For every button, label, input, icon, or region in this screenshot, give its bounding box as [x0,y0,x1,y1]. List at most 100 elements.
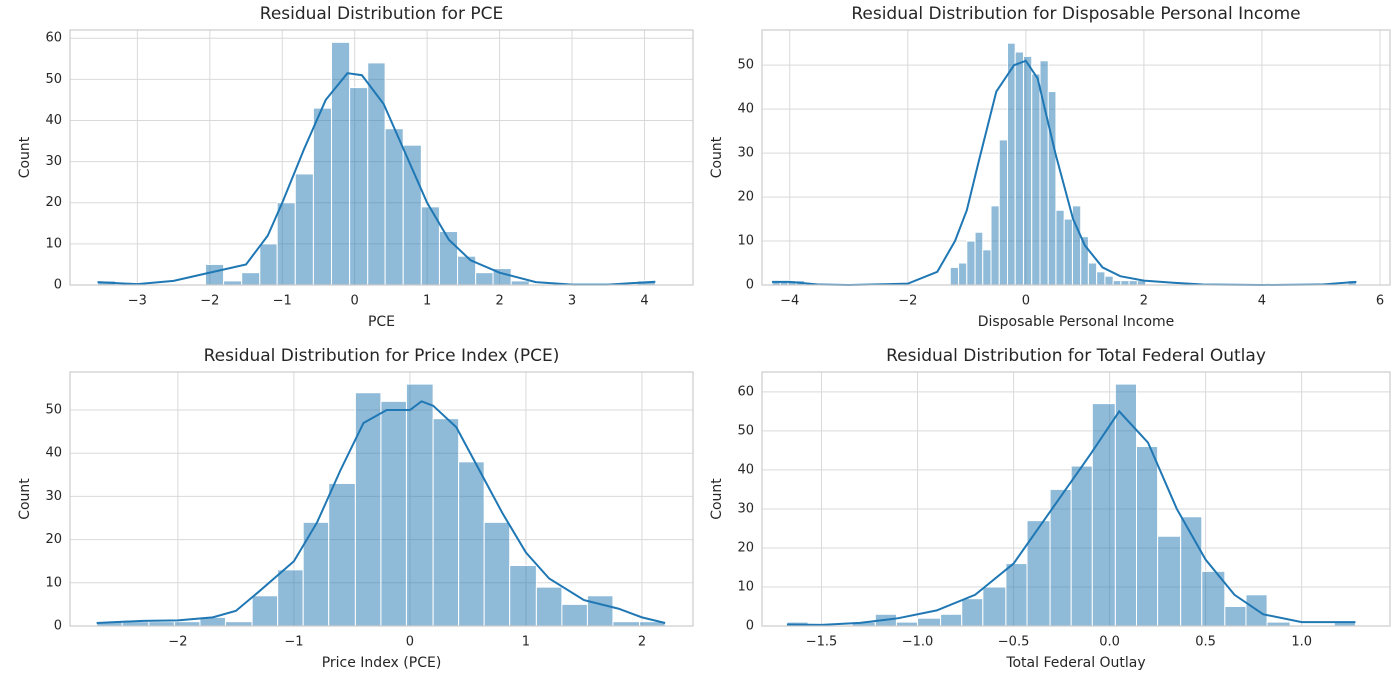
x-tick-label: 1 [423,294,431,309]
bar [1087,262,1098,286]
y-tick-label: 30 [737,501,754,516]
y-tick-label: 50 [45,72,62,87]
kde-line [96,400,666,624]
bar [458,461,485,627]
y-tick-label: 40 [45,113,62,128]
y-tick-label: 10 [45,575,62,590]
y-tick-label: 0 [54,619,62,634]
x-tick-label: −2 [168,635,187,650]
bar [380,400,407,627]
bar [1049,488,1072,627]
y-tick-label: 0 [54,278,62,293]
bar [277,569,304,627]
bar [483,521,511,627]
bar [402,144,422,286]
y-tick-label: 0 [746,278,754,293]
y-tick-label: 50 [45,403,62,418]
y-axis-label: Count [17,478,33,520]
plot-border [761,371,1391,627]
x-tick-label: 4 [640,294,648,309]
bar [982,249,992,286]
bar [384,128,404,286]
y-tick-label: 10 [737,234,754,249]
bar [367,62,386,286]
x-tick-label: 0.5 [1195,635,1216,650]
x-tick-label: 4 [1258,294,1266,309]
chart-title: Residual Distribution for Price Index (P… [204,346,560,366]
bar [148,621,175,627]
x-tick-label: 6 [1376,294,1384,309]
bar [1128,280,1138,286]
y-axis-label: Count [709,136,725,178]
bar [276,202,296,286]
x-tick-label: 1 [522,635,530,650]
bar [1014,51,1024,286]
x-tick-label: −2 [898,294,917,309]
x-tick-label: 3 [568,294,576,309]
bar [312,107,333,286]
plot-border [69,371,694,627]
bar [509,565,537,627]
y-tick-label: 40 [737,102,754,117]
x-tick-label: 2 [1140,294,1148,309]
bar [173,621,201,627]
y-tick-label: 10 [737,579,754,594]
bar [1031,73,1041,286]
x-tick-label: −1.0 [902,635,934,650]
bar [982,586,1007,627]
bar [1063,218,1073,286]
y-tick-label: 50 [737,58,754,73]
x-tick-label: −2 [200,294,219,309]
bar [535,586,563,627]
bar [1022,55,1033,286]
chart-title: Residual Distribution for Total Federal … [886,346,1266,366]
bar [259,243,278,286]
bar [331,41,351,286]
y-tick-label: 30 [45,489,62,504]
bar [1005,563,1028,627]
bar [1112,280,1122,286]
x-axis-label: Price Index (PCE) [322,655,442,671]
bar [561,603,588,627]
x-axis-label: Disposable Personal Income [978,314,1175,330]
bar [1104,275,1114,286]
bar [224,621,253,627]
y-tick-label: 60 [45,31,62,46]
x-tick-label: 0 [351,294,359,309]
bar [998,139,1009,286]
x-tick-label: −1 [284,635,303,650]
bar [241,272,261,286]
bar [432,418,460,627]
bar [294,173,314,286]
y-tick-label: 20 [737,190,754,205]
chart-title: Residual Distribution for PCE [260,4,503,24]
y-axis-label: Count [17,136,33,178]
x-tick-label: 0 [406,635,414,650]
x-tick-label: 0 [1022,294,1030,309]
bar [1091,403,1116,627]
bar [1120,280,1130,286]
y-tick-label: 30 [737,146,754,161]
x-axis-label: Total Federal Outlay [1005,655,1145,671]
kde-line [786,409,1356,626]
bar [917,617,942,627]
y-tick-label: 30 [45,154,62,169]
x-tick-label: −3 [128,294,147,309]
bar [1114,383,1137,627]
x-tick-label: −4 [780,294,799,309]
plot-border [69,29,694,286]
bar [349,87,369,286]
bar [961,598,984,627]
bar [510,280,530,286]
bar [949,266,960,286]
y-axis-label: Count [709,478,725,520]
bar [251,595,279,627]
y-tick-label: 20 [45,195,62,210]
bar [966,240,976,286]
bar [354,392,382,627]
bar [1047,91,1057,286]
x-axis-label: PCE [368,314,395,330]
y-tick-label: 40 [45,446,62,461]
bar [974,231,984,286]
x-tick-label: 1.0 [1291,635,1312,650]
